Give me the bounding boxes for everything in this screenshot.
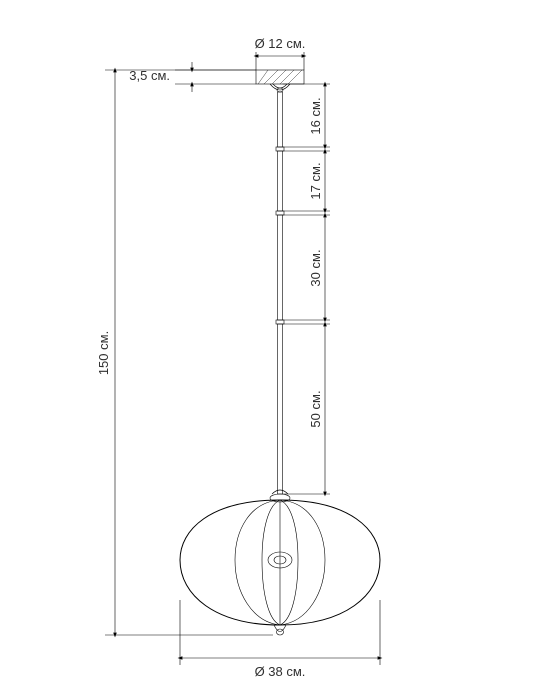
label-total-height: 150 см. (96, 331, 111, 375)
label-canopy-diameter: Ø 12 см. (255, 36, 306, 51)
dim-seg4: 50 см. (283, 324, 331, 494)
lamp-drawing: Ø 12 см. 3,5 см. 16 см. 17 см. 30 см. 50… (0, 0, 560, 700)
dim-seg1: 16 см. (283, 84, 331, 147)
rod-seg-1 (278, 92, 283, 147)
shade (180, 500, 380, 635)
diagram-container: { "type": "technical-dimensional-drawing… (0, 0, 560, 700)
dim-total-height: 150 см. (96, 70, 273, 635)
lamp-geometry (180, 70, 380, 635)
dim-canopy-diameter: Ø 12 см. (255, 36, 306, 70)
dim-canopy-height: 3,5 см. (129, 62, 256, 92)
label-seg4: 50 см. (308, 390, 323, 427)
dim-seg2: 17 см. (283, 151, 331, 211)
rod-seg-4 (278, 324, 283, 494)
label-seg3: 30 см. (308, 249, 323, 286)
rod-seg-2 (278, 151, 283, 211)
label-seg1: 16 см. (308, 97, 323, 134)
label-shade-diameter: Ø 38 см. (255, 664, 306, 679)
label-seg2: 17 см. (308, 162, 323, 199)
rod-seg-3 (278, 215, 283, 320)
dim-seg3: 30 см. (283, 215, 331, 320)
